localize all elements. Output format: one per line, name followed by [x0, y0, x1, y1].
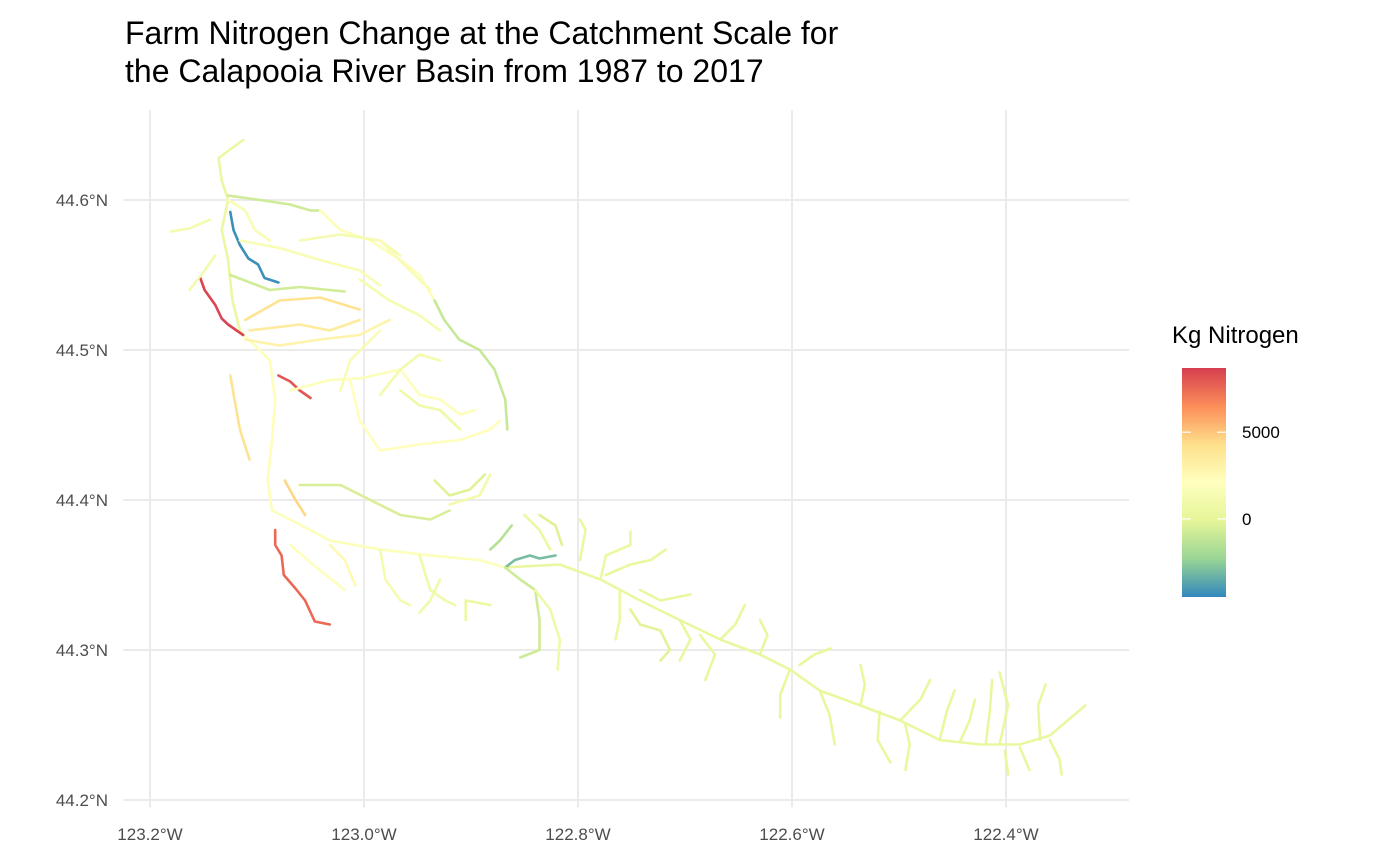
gridlines [123, 110, 1130, 808]
stream-segment [229, 210, 280, 284]
y-tick-label: 44.3°N [56, 641, 108, 660]
stream-segment [433, 473, 487, 497]
stream-segment [229, 273, 347, 293]
x-tick-label: 122.6°W [759, 825, 824, 844]
stream-segment [578, 518, 587, 562]
x-axis-ticks: 123.2°W 123.0°W 122.8°W 122.6°W 122.4°W [117, 825, 1038, 844]
stream-segment [958, 698, 977, 743]
legend-title: Kg Nitrogen [1172, 322, 1299, 349]
stream-segment [758, 618, 769, 656]
stream-segment [298, 233, 402, 257]
stream-segment [226, 198, 272, 242]
stream-segment [488, 524, 514, 551]
stream-segment [938, 689, 956, 742]
chart-title-line-1: Farm Nitrogen Change at the Catchment Sc… [125, 15, 839, 51]
stream-segment [348, 378, 502, 452]
stream-segment [859, 663, 867, 707]
stream-segment [229, 374, 251, 461]
stream-segment [339, 329, 382, 392]
legend-tick-label: 5000 [1242, 423, 1280, 442]
stream-segment [1036, 683, 1047, 742]
stream-segment [169, 218, 212, 233]
stream-segment [273, 528, 332, 626]
stream-segment [464, 599, 492, 607]
stream-segment [538, 513, 564, 547]
stream-segment [638, 588, 692, 602]
stream-segment [238, 239, 382, 287]
stream-segment [188, 254, 217, 292]
stream-segment [378, 548, 412, 607]
stream-segment [503, 563, 1087, 746]
stream-segment [399, 389, 462, 431]
stream-segment [358, 278, 442, 332]
stream-segment [418, 578, 442, 614]
chart-title: Farm Nitrogen Change at the Catchment Sc… [125, 14, 838, 90]
stream-segment [226, 194, 322, 212]
stream-segment [288, 368, 477, 416]
stream-segment [984, 678, 994, 746]
color-legend: 0 5000 [1182, 368, 1280, 597]
stream-segment [533, 588, 562, 671]
stream-segment [599, 530, 632, 581]
stream-segment [283, 479, 307, 517]
stream-segment [288, 543, 347, 592]
stream-segment [448, 473, 492, 506]
stream-segment [604, 548, 668, 577]
y-tick-label: 44.4°N [56, 491, 108, 510]
stream-segment [898, 678, 932, 722]
x-tick-label: 122.8°W [545, 825, 610, 844]
stream-segment [1018, 746, 1031, 772]
stream-segment [1003, 749, 1010, 776]
stream-segment [328, 543, 357, 587]
y-tick-label: 44.2°N [56, 791, 108, 810]
stream-segment [199, 276, 245, 337]
x-tick-label: 122.4°W [973, 825, 1038, 844]
stream-segment [378, 353, 442, 397]
stream-segment [523, 513, 552, 551]
stream-segment [798, 647, 832, 667]
stream-segment [904, 723, 912, 772]
stream-segment [818, 689, 837, 746]
x-tick-label: 123.2°W [117, 825, 182, 844]
y-tick-label: 44.5°N [56, 341, 108, 360]
stream-segment [418, 554, 457, 607]
stream-segment [243, 296, 362, 322]
stream-network [169, 138, 1087, 776]
stream-segment [876, 710, 892, 764]
stream-segment [318, 209, 436, 302]
stream-segment [217, 138, 245, 332]
stream-segment [298, 483, 451, 521]
stream-segment [238, 329, 507, 569]
stream-segment [614, 588, 622, 641]
stream-segment [778, 668, 792, 719]
stream-segment [243, 318, 392, 347]
y-tick-label: 44.6°N [56, 191, 108, 210]
stream-segment [718, 603, 747, 641]
stream-segment [378, 239, 432, 292]
stream-segment [629, 608, 672, 662]
stream-segment [698, 633, 717, 682]
chart-title-line-2: the Calapooia River Basin from 1987 to 2… [125, 53, 764, 89]
stream-segment [998, 671, 1010, 746]
stream-segment [503, 566, 541, 659]
stream-segment [678, 618, 692, 662]
stream-segment [277, 374, 312, 400]
stream-segment [248, 318, 362, 332]
x-tick-label: 123.0°W [331, 825, 396, 844]
legend-colorbar [1182, 368, 1226, 597]
stream-segment [433, 299, 509, 431]
y-axis-ticks: 44.2°N 44.3°N 44.4°N 44.5°N 44.6°N [56, 191, 108, 810]
stream-segment [503, 554, 557, 569]
legend-tick-label: 0 [1242, 510, 1251, 529]
stream-segment [1048, 738, 1063, 776]
